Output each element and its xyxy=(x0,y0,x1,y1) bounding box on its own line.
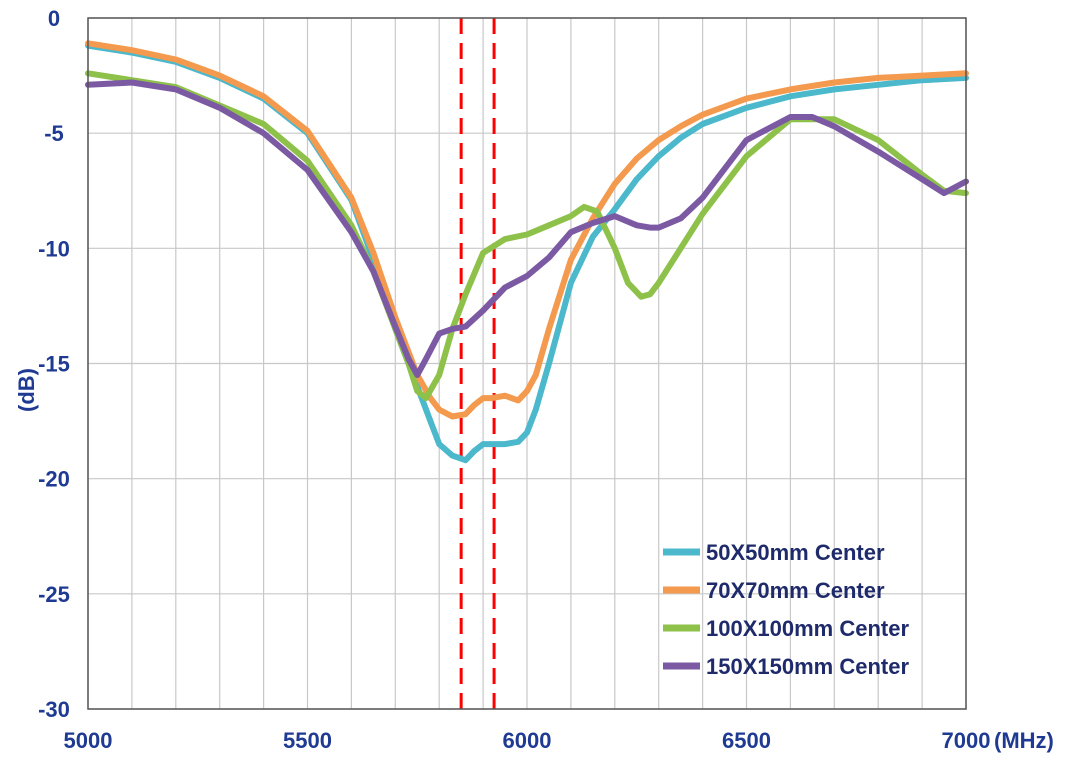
y-tick-labels: 0 -5 -10 -15 -20 -25 -30 xyxy=(38,6,70,722)
y-tick-label: -10 xyxy=(38,236,70,261)
legend: 50X50mm Center 70X70mm Center 100X100mm Ce… xyxy=(663,540,909,679)
y-tick-label: -5 xyxy=(44,121,64,146)
x-tick-label: 5500 xyxy=(283,728,332,753)
y-tick-label: -30 xyxy=(38,697,70,722)
x-tick-label: 6000 xyxy=(503,728,552,753)
legend-label: 100X100mm Center xyxy=(706,616,909,641)
x-tick-label: 6500 xyxy=(722,728,771,753)
x-axis-label: (MHz) xyxy=(994,728,1054,753)
x-tick-label: 7000 xyxy=(942,728,991,753)
y-tick-label: -20 xyxy=(38,467,70,492)
y-tick-label: -15 xyxy=(38,352,70,377)
legend-label: 150X150mm Center xyxy=(706,654,909,679)
y-axis-label: (dB) xyxy=(14,368,39,412)
y-tick-label: 0 xyxy=(48,6,60,31)
x-tick-labels: 5000 5500 6000 6500 7000 xyxy=(64,728,991,753)
legend-label: 50X50mm Center xyxy=(706,540,885,565)
x-tick-label: 5000 xyxy=(64,728,113,753)
y-tick-label: -25 xyxy=(38,582,70,607)
legend-label: 70X70mm Center xyxy=(706,578,885,603)
